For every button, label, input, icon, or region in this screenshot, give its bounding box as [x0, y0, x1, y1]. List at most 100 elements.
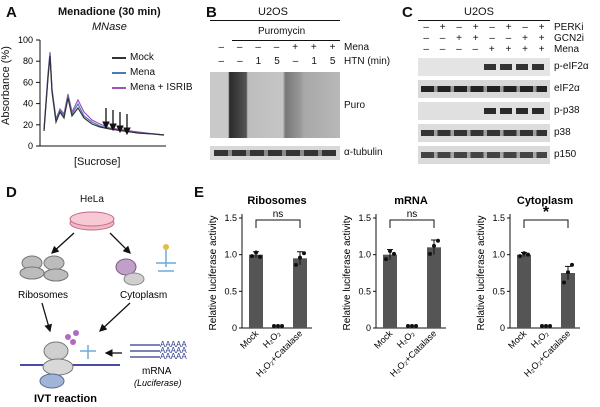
- panel-b-htn-label: HTN (min): [344, 56, 391, 67]
- data-point: [406, 324, 410, 328]
- significance-bracket: [523, 219, 569, 228]
- data-point: [258, 254, 262, 259]
- chart-ribosomes: Ribosomes Relative luciferase activity 0 0.…: [208, 195, 312, 379]
- mrna-strands-icon: [130, 344, 160, 358]
- bar: [561, 273, 575, 328]
- data-point: [298, 255, 302, 260]
- b-sign: –: [237, 56, 243, 67]
- polya-3: AAAAA: [160, 352, 187, 361]
- c-sign: +: [538, 44, 545, 55]
- panel-b-puromycin: Puromycin: [258, 26, 306, 37]
- eif2a-blot: [418, 80, 550, 98]
- chart-ytick-label: 0.5: [492, 286, 505, 296]
- mena-label: Mena: [554, 44, 580, 55]
- chart-title: mRNA: [394, 195, 428, 207]
- data-point: [540, 324, 544, 328]
- p-eif2a-blot: [418, 58, 550, 76]
- p150-blot: [418, 146, 550, 164]
- data-point: [414, 324, 418, 328]
- c-sign: +: [472, 22, 479, 33]
- significance-label: ns: [273, 209, 284, 220]
- category-label: Mock: [506, 328, 529, 351]
- b-sign: –: [255, 42, 261, 53]
- b-sign: –: [236, 42, 243, 53]
- data-point: [254, 250, 258, 255]
- data-point: [272, 324, 276, 328]
- tubulin-bands: [214, 150, 336, 156]
- p38-blot: [418, 124, 550, 142]
- ribosomes-icon: [19, 255, 69, 282]
- c-sign: +: [505, 44, 512, 55]
- panel-e-charts: Ribosomes Relative luciferase activity 0 0.…: [208, 195, 580, 379]
- legend-item-mena: Mena: [112, 65, 193, 80]
- b-sign: –: [273, 42, 280, 53]
- c-sign: –: [489, 22, 495, 33]
- significance-label: *: [543, 204, 550, 221]
- puro-blot: [210, 72, 340, 138]
- data-point: [384, 257, 388, 262]
- chart-ytick-label: 1.5: [492, 213, 505, 223]
- p-p38-blot: [418, 102, 550, 120]
- panel-b-mena-label: Mena: [344, 42, 370, 53]
- data-point: [548, 324, 552, 328]
- c-sign: –: [456, 44, 462, 55]
- bar: [249, 254, 263, 328]
- p-p38-bands: [484, 108, 546, 114]
- chart-ylabel: Relative luciferase activity: [208, 215, 219, 330]
- c-sign: –: [472, 44, 479, 55]
- significance-label: ns: [407, 209, 418, 220]
- a-ytick-label: 40: [23, 99, 33, 109]
- polysome-arrows: [102, 108, 131, 136]
- legend-swatch-mena: [112, 71, 126, 74]
- panel-c-cell-line: [418, 20, 550, 21]
- puro-label: Puro: [344, 100, 366, 111]
- chart-ytick-label: 0: [500, 323, 505, 333]
- arrow-to-ribosomes: [51, 232, 75, 254]
- arrow-ribosomes-to-ivt: [41, 302, 52, 333]
- chart-ytick-label: 1.0: [224, 250, 237, 260]
- c-sign: –: [423, 33, 429, 44]
- panel-e-letter: E: [194, 184, 205, 201]
- legend-label-isrib: Mena + ISRIB: [130, 82, 193, 93]
- data-point: [518, 254, 522, 259]
- panel-b-letter: B: [206, 4, 217, 21]
- chart-cytoplasm: Cytoplasm Relative luciferase activity 0 0.…: [476, 195, 580, 379]
- tubulin-blot: [210, 146, 340, 160]
- data-point: [566, 270, 570, 275]
- p38-label: p38: [554, 127, 571, 138]
- panel-a-yaxis: 100 80 60 40 20 0: [18, 35, 41, 151]
- a-ytick-label: 100: [18, 35, 33, 45]
- panel-b-cell: U2OS: [258, 6, 288, 18]
- eif2a-bands: [421, 86, 547, 92]
- p-eif2a-label: p-eIF2α: [554, 61, 589, 72]
- chart-ytick-label: 0.5: [358, 286, 371, 296]
- chart-ytick-label: 0.5: [224, 286, 237, 296]
- chart-ytick-label: 0: [366, 323, 371, 333]
- data-point: [392, 251, 396, 256]
- legend-label-mock: Mock: [130, 52, 154, 63]
- c-sign: +: [505, 22, 512, 33]
- data-point: [432, 243, 436, 248]
- chart-ytick-label: 1.5: [358, 213, 371, 223]
- chart-ytick-label: 1.0: [358, 250, 371, 260]
- chart-title: Ribosomes: [247, 195, 306, 207]
- b-sign: –: [292, 56, 299, 67]
- polya-2: AAAAA: [160, 346, 187, 355]
- panel-c-row-labels: PERKi GCN2i Mena: [554, 22, 584, 55]
- b-sign: +: [292, 42, 299, 53]
- c-sign: +: [488, 44, 495, 55]
- arrow-to-cytoplasm: [109, 232, 131, 254]
- polya-1: AAAAA: [160, 340, 187, 349]
- panel-b-row-htn: – – 1 5 – 1 5: [212, 56, 342, 67]
- significance-bracket: [255, 219, 301, 228]
- chart-title: Cytoplasm: [517, 195, 573, 207]
- data-point: [436, 238, 440, 243]
- c-sign: –: [505, 33, 512, 44]
- c-sign: –: [439, 33, 446, 44]
- data-point: [276, 324, 280, 328]
- tubulin-label: α-tubulin: [344, 147, 383, 158]
- c-sign: +: [522, 44, 528, 55]
- ivt-label: IVT reaction: [34, 393, 97, 405]
- c-sign: –: [423, 22, 429, 33]
- b-sign: 1: [311, 56, 317, 67]
